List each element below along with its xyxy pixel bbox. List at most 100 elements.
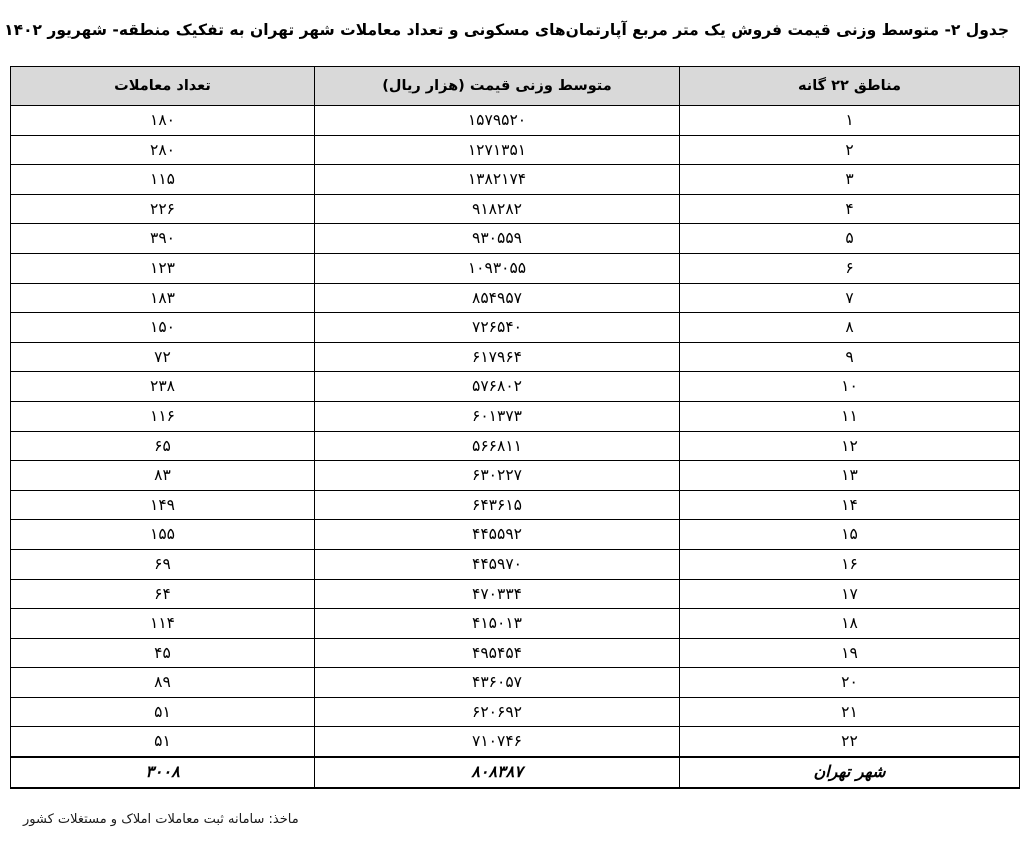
cell-region: ۱ xyxy=(679,105,1020,136)
cell-count: ۱۵۵ xyxy=(10,519,315,550)
cell-price: ۴۴۵۹۷۰ xyxy=(314,548,680,580)
cell-region: ۱۵ xyxy=(679,519,1020,550)
table-row: ۴ ۹۱۸۲۸۲ ۲۲۶ xyxy=(10,193,1020,225)
table-row: ۱۰ ۵۷۶۸۰۲ ۲۳۸ xyxy=(10,371,1020,402)
table-header-row: مناطق ۲۲ گانه متوسط وزنی قیمت (هزار ریال… xyxy=(10,66,1020,106)
cell-price: ۴۷۰۳۳۴ xyxy=(314,578,680,610)
table-row: ۲ ۱۲۷۱۳۵۱ ۲۸۰ xyxy=(10,134,1020,166)
cell-price: ۹۳۰۵۵۹ xyxy=(314,223,680,254)
cell-region: ۸ xyxy=(679,312,1020,343)
cell-region: ۱۳ xyxy=(679,460,1020,491)
cell-count: ۸۹ xyxy=(10,667,315,698)
cell-count: ۱۱۴ xyxy=(10,608,315,639)
source-note: ماخذ: سامانه ثبت معاملات املاک و مستغلات… xyxy=(11,812,1020,827)
cell-region: ۱۰ xyxy=(679,371,1020,402)
cell-region: ۴ xyxy=(679,193,1020,225)
table-row: ۵ ۹۳۰۵۵۹ ۳۹۰ xyxy=(10,223,1020,254)
cell-count: ۵۱ xyxy=(10,696,315,728)
cell-price: ۶۳۰۲۲۷ xyxy=(314,460,680,491)
cell-region: ۶ xyxy=(679,252,1020,284)
table-row: ۱۸ ۴۱۵۰۱۳ ۱۱۴ xyxy=(10,608,1020,639)
cell-region: ۲۲ xyxy=(679,726,1020,758)
table-row: ۱ ۱۵۷۹۵۲۰ ۱۸۰ xyxy=(10,105,1020,136)
table-row: ۱۵ ۴۴۵۵۹۲ ۱۵۵ xyxy=(10,519,1020,550)
cell-price: ۴۴۵۵۹۲ xyxy=(314,519,680,550)
table-row: ۹ ۶۱۷۹۶۴ ۷۲ xyxy=(10,341,1020,373)
cell-count: ۶۵ xyxy=(10,430,315,462)
table-row: ۱۴ ۶۴۳۶۱۵ ۱۴۹ xyxy=(10,489,1020,521)
cell-region: ۷ xyxy=(679,282,1020,314)
column-header-count: تعداد معاملات xyxy=(10,66,315,106)
table-row: ۱۱ ۶۰۱۳۷۳ ۱۱۶ xyxy=(10,400,1020,432)
cell-region: ۲ xyxy=(679,134,1020,166)
table-row: ۱۲ ۵۶۶۸۱۱ ۶۵ xyxy=(10,430,1020,462)
page-title: جدول ۲- متوسط وزنی قیمت فروش یک متر مربع… xyxy=(4,21,1009,39)
cell-count: ۶۴ xyxy=(10,578,315,610)
table-row: ۱۹ ۴۹۵۴۵۴ ۴۵ xyxy=(10,637,1020,669)
cell-price: ۱۰۹۳۰۵۵ xyxy=(314,252,680,284)
cell-price: ۷۲۶۵۴۰ xyxy=(314,312,680,343)
cell-count: ۵۱ xyxy=(10,726,315,758)
total-cell-price: ۸۰۸۳۸۷ xyxy=(314,756,680,789)
cell-region: ۱۶ xyxy=(679,548,1020,580)
cell-count: ۱۸۰ xyxy=(10,105,315,136)
cell-count: ۱۱۵ xyxy=(10,164,315,195)
cell-count: ۱۵۰ xyxy=(10,312,315,343)
table-row: ۶ ۱۰۹۳۰۵۵ ۱۲۳ xyxy=(10,252,1020,284)
column-header-region: مناطق ۲۲ گانه xyxy=(679,66,1020,106)
cell-price: ۶۰۱۳۷۳ xyxy=(314,400,680,432)
cell-count: ۶۹ xyxy=(10,548,315,580)
table-total-row: شهر تهران ۸۰۸۳۸۷ ۳۰۰۸ xyxy=(10,756,1020,789)
table-row: ۱۶ ۴۴۵۹۷۰ ۶۹ xyxy=(10,548,1020,580)
cell-price: ۶۱۷۹۶۴ xyxy=(314,341,680,373)
table-row: ۷ ۸۵۴۹۵۷ ۱۸۳ xyxy=(10,282,1020,314)
cell-price: ۱۲۷۱۳۵۱ xyxy=(314,134,680,166)
cell-price: ۱۵۷۹۵۲۰ xyxy=(314,105,680,136)
cell-count: ۲۲۶ xyxy=(10,193,315,225)
cell-price: ۱۳۸۲۱۷۴ xyxy=(314,164,680,195)
cell-region: ۱۴ xyxy=(679,489,1020,521)
cell-price: ۴۹۵۴۵۴ xyxy=(314,637,680,669)
cell-count: ۲۳۸ xyxy=(10,371,315,402)
cell-count: ۷۲ xyxy=(10,341,315,373)
table-header: مناطق ۲۲ گانه متوسط وزنی قیمت (هزار ریال… xyxy=(10,66,1020,106)
cell-price: ۷۱۰۷۴۶ xyxy=(314,726,680,758)
cell-region: ۳ xyxy=(679,164,1020,195)
cell-price: ۸۵۴۹۵۷ xyxy=(314,282,680,314)
total-cell-region: شهر تهران xyxy=(679,756,1020,789)
cell-count: ۳۹۰ xyxy=(10,223,315,254)
cell-region: ۲۱ xyxy=(679,696,1020,728)
cell-region: ۱۹ xyxy=(679,637,1020,669)
cell-count: ۱۱۶ xyxy=(10,400,315,432)
cell-count: ۴۵ xyxy=(10,637,315,669)
cell-count: ۱۴۹ xyxy=(10,489,315,521)
cell-region: ۲۰ xyxy=(679,667,1020,698)
table-body: ۱ ۱۵۷۹۵۲۰ ۱۸۰ ۲ ۱۲۷۱۳۵۱ ۲۸۰ ۳ ۱۳۸۲۱۷۴ ۱۱۵ ۴ ۹۱۸۲۸۲… xyxy=(10,105,1020,789)
table-row: ۱۷ ۴۷۰۳۳۴ ۶۴ xyxy=(10,578,1020,610)
cell-count: ۱۲۳ xyxy=(10,252,315,284)
cell-count: ۲۸۰ xyxy=(10,134,315,166)
cell-region: ۱۱ xyxy=(679,400,1020,432)
table-row: ۳ ۱۳۸۲۱۷۴ ۱۱۵ xyxy=(10,164,1020,195)
cell-count: ۸۳ xyxy=(10,460,315,491)
cell-price: ۵۶۶۸۱۱ xyxy=(314,430,680,462)
table-row: ۲۱ ۶۲۰۶۹۲ ۵۱ xyxy=(10,696,1020,728)
cell-region: ۹ xyxy=(679,341,1020,373)
total-cell-count: ۳۰۰۸ xyxy=(10,756,315,789)
housing-price-table: مناطق ۲۲ گانه متوسط وزنی قیمت (هزار ریال… xyxy=(10,66,1020,789)
table-row: ۲۰ ۴۳۶۰۵۷ ۸۹ xyxy=(10,667,1020,698)
cell-price: ۶۴۳۶۱۵ xyxy=(314,489,680,521)
cell-price: ۹۱۸۲۸۲ xyxy=(314,193,680,225)
cell-region: ۱۲ xyxy=(679,430,1020,462)
cell-count: ۱۸۳ xyxy=(10,282,315,314)
cell-price: ۴۳۶۰۵۷ xyxy=(314,667,680,698)
table-row: ۲۲ ۷۱۰۷۴۶ ۵۱ xyxy=(10,726,1020,758)
cell-price: ۵۷۶۸۰۲ xyxy=(314,371,680,402)
cell-price: ۶۲۰۶۹۲ xyxy=(314,696,680,728)
cell-region: ۵ xyxy=(679,223,1020,254)
column-header-price: متوسط وزنی قیمت (هزار ریال) xyxy=(314,66,680,106)
table-row: ۸ ۷۲۶۵۴۰ ۱۵۰ xyxy=(10,312,1020,343)
cell-price: ۴۱۵۰۱۳ xyxy=(314,608,680,639)
source-note-text: ماخذ: سامانه ثبت معاملات املاک و مستغلات… xyxy=(23,812,299,827)
